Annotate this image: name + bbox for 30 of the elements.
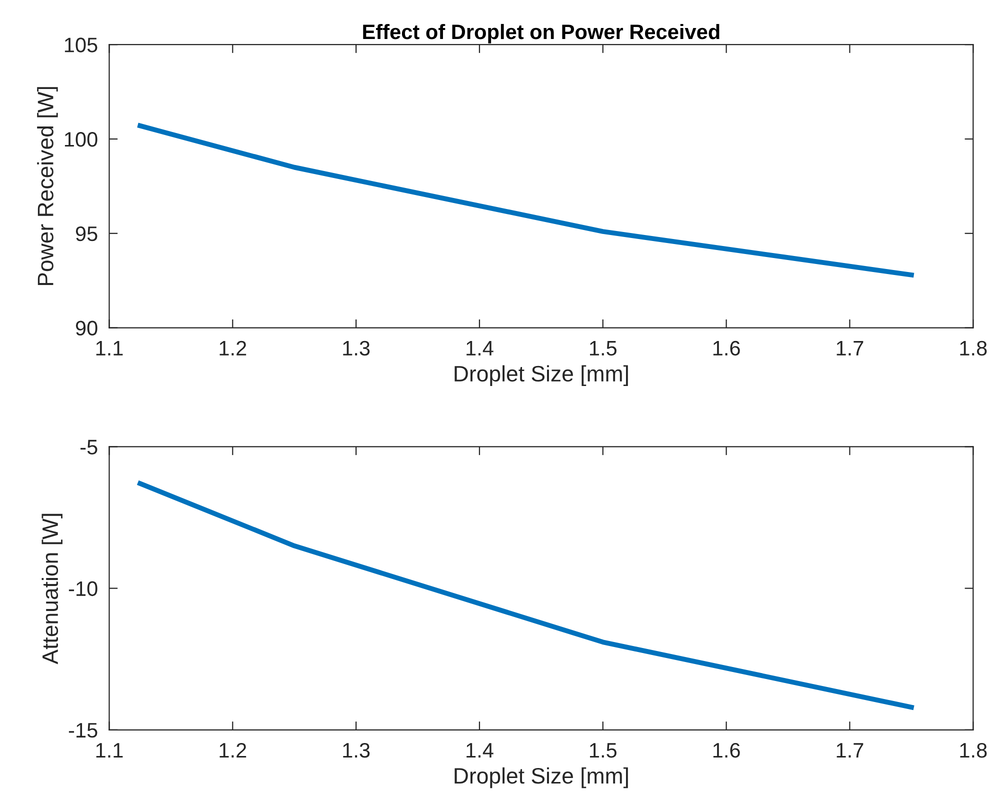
y-tick-label: 100 bbox=[64, 132, 98, 147]
x-tick-label: 1.3 bbox=[343, 340, 370, 356]
y-tick-label: 105 bbox=[64, 38, 98, 52]
x-tick-label: 1.5 bbox=[590, 341, 616, 356]
x-axis-title: Droplet Size [mm] bbox=[454, 365, 628, 386]
chart-title: Effect of Droplet on Power Received bbox=[363, 24, 720, 44]
x-tick-label: 1.7 bbox=[836, 341, 864, 356]
x-tick-label: 1.4 bbox=[466, 341, 494, 356]
x-tick-label: 1.3 bbox=[343, 742, 370, 758]
x-tick-label: 1.5 bbox=[590, 743, 616, 758]
x-tick-label: 1.1 bbox=[96, 743, 123, 758]
y-tick-label: 95 bbox=[76, 226, 98, 242]
x-tick-label: 1.6 bbox=[713, 742, 740, 758]
y-tick-label: -5 bbox=[80, 440, 98, 454]
x-axis-title: Droplet Size [mm] bbox=[454, 767, 628, 788]
y-tick-label: -15 bbox=[68, 723, 98, 738]
y-tick-label: -10 bbox=[68, 581, 98, 596]
x-tick-label: 1.4 bbox=[466, 743, 494, 758]
y-axis-title: Power Received [W] bbox=[37, 87, 58, 286]
x-tick-label: 1.6 bbox=[713, 340, 740, 356]
x-tick-label: 1.1 bbox=[96, 341, 123, 356]
y-tick-label: 90 bbox=[76, 320, 98, 336]
y-axis-title: Attenuation [W] bbox=[42, 514, 62, 664]
line-series bbox=[138, 123, 914, 278]
x-tick-label: 1.8 bbox=[960, 742, 987, 758]
line-series bbox=[138, 481, 914, 710]
x-tick-label: 1.2 bbox=[220, 742, 246, 758]
x-tick-label: 1.2 bbox=[220, 340, 246, 356]
x-tick-label: 1.8 bbox=[960, 340, 987, 356]
x-tick-label: 1.7 bbox=[836, 743, 864, 758]
